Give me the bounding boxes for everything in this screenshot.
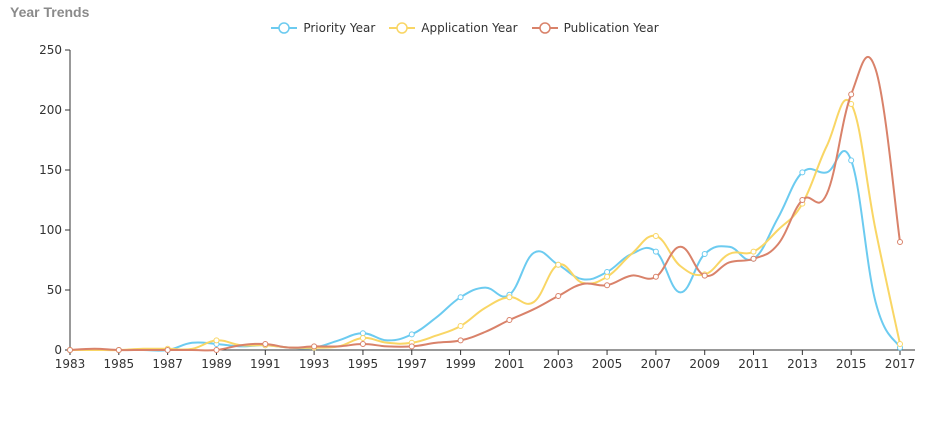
- data-point[interactable]: [555, 261, 562, 268]
- data-point[interactable]: [457, 337, 464, 344]
- data-point[interactable]: [311, 343, 318, 350]
- data-point[interactable]: [604, 282, 611, 289]
- data-point[interactable]: [359, 341, 366, 347]
- data-point[interactable]: [457, 323, 464, 329]
- data-point[interactable]: [262, 341, 269, 347]
- x-tick-label: 2015: [836, 357, 867, 371]
- y-tick-label: 200: [39, 103, 62, 117]
- x-tick-label: 2001: [494, 357, 525, 371]
- series-line: [70, 150, 901, 352]
- series-line: [69, 55, 901, 352]
- x-tick-label: 1987: [152, 357, 183, 371]
- legend-label: Publication Year: [563, 21, 659, 35]
- data-point[interactable]: [897, 341, 903, 347]
- y-tick-label: 100: [39, 223, 62, 237]
- data-point[interactable]: [164, 347, 171, 353]
- x-tick-label: 1995: [348, 357, 379, 371]
- legend-label: Priority Year: [303, 21, 376, 35]
- x-tick-label: 1993: [299, 357, 330, 371]
- series-application-year: [67, 99, 903, 353]
- series-group: [67, 55, 903, 353]
- x-tick-label: 1983: [55, 357, 86, 371]
- legend-label: Application Year: [421, 21, 518, 35]
- data-point[interactable]: [701, 272, 708, 279]
- data-point[interactable]: [506, 294, 513, 301]
- y-tick-label: 150: [39, 163, 62, 177]
- data-point[interactable]: [115, 347, 122, 353]
- legend-marker-icon: [531, 22, 558, 34]
- data-point[interactable]: [67, 347, 73, 353]
- data-point[interactable]: [750, 255, 757, 262]
- x-tick-label: 2005: [592, 357, 623, 371]
- x-tick-label: 1991: [250, 357, 281, 371]
- x-tick-label: 2009: [689, 357, 720, 371]
- x-tick-label: 1997: [396, 357, 427, 371]
- x-tick-label: 1989: [201, 357, 232, 371]
- data-point[interactable]: [457, 294, 464, 301]
- data-point[interactable]: [652, 248, 659, 255]
- legend: Priority Year Application Year Publicati…: [0, 21, 930, 35]
- axes: 0 50 100 150 200 250 1983 1985 1987 1989 1991 1993 1…: [39, 43, 915, 371]
- data-point[interactable]: [555, 293, 562, 299]
- x-tick-label: 2011: [738, 357, 769, 371]
- data-point[interactable]: [359, 335, 366, 341]
- data-point[interactable]: [213, 337, 220, 344]
- x-tick-label: 2003: [543, 357, 574, 371]
- data-point[interactable]: [897, 239, 903, 245]
- x-tick-label: 2007: [641, 357, 672, 371]
- series-line: [70, 99, 901, 352]
- y-tick-label: 250: [39, 43, 62, 57]
- x-tick-label: 1985: [104, 357, 135, 371]
- x-tick-label: 2013: [787, 357, 818, 371]
- data-point[interactable]: [408, 343, 415, 350]
- data-point[interactable]: [799, 197, 806, 203]
- data-point[interactable]: [506, 317, 513, 323]
- data-point[interactable]: [359, 330, 366, 337]
- data-point[interactable]: [848, 91, 855, 98]
- y-tick-label: 0: [54, 343, 62, 357]
- data-point[interactable]: [750, 248, 757, 255]
- legend-marker-icon: [389, 22, 416, 34]
- data-point[interactable]: [848, 157, 855, 164]
- legend-item-application-year[interactable]: Application Year: [389, 21, 518, 35]
- legend-item-priority-year[interactable]: Priority Year: [271, 21, 375, 35]
- x-tick-label: 2017: [885, 357, 916, 371]
- y-tick-label: 50: [47, 283, 62, 297]
- legend-marker-icon: [271, 22, 298, 34]
- x-tick-label: 1999: [445, 357, 476, 371]
- data-point[interactable]: [652, 233, 659, 239]
- chart-title: Year Trends: [10, 4, 90, 20]
- data-point[interactable]: [604, 273, 611, 280]
- series-priority-year: [67, 150, 903, 353]
- data-point[interactable]: [799, 169, 806, 176]
- data-point[interactable]: [701, 251, 708, 257]
- data-point[interactable]: [604, 269, 611, 275]
- data-point[interactable]: [213, 347, 220, 353]
- data-point[interactable]: [408, 331, 415, 338]
- data-point[interactable]: [652, 273, 659, 280]
- legend-item-publication-year[interactable]: Publication Year: [531, 21, 659, 35]
- series-publication-year: [67, 55, 903, 353]
